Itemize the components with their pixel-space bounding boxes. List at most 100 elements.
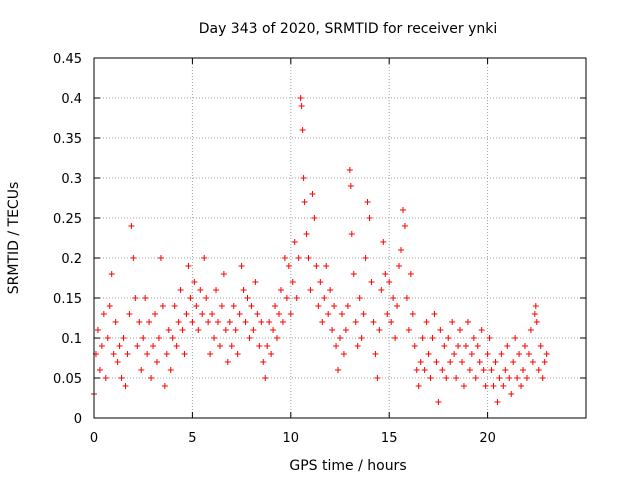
x-tick-label: 20	[479, 431, 496, 446]
data-points	[91, 95, 550, 405]
data-point	[512, 335, 519, 341]
data-point	[116, 343, 123, 349]
data-point	[248, 303, 255, 309]
data-point	[264, 343, 271, 349]
data-point	[189, 319, 196, 325]
data-point	[518, 383, 525, 389]
data-point	[457, 327, 464, 333]
data-point	[295, 255, 302, 261]
data-point	[502, 367, 509, 373]
data-point	[171, 303, 178, 309]
data-point	[399, 207, 406, 213]
data-point	[445, 335, 452, 341]
data-point	[298, 103, 305, 109]
data-point	[321, 295, 328, 301]
data-point	[256, 343, 263, 349]
data-point	[214, 319, 221, 325]
data-point	[307, 287, 314, 293]
data-point	[120, 335, 127, 341]
data-point	[250, 327, 257, 333]
data-point	[531, 311, 538, 317]
data-point	[187, 295, 194, 301]
data-point	[242, 319, 249, 325]
y-tick-label: 0.2	[61, 252, 82, 267]
data-point	[258, 319, 265, 325]
data-point	[118, 375, 125, 381]
data-point	[484, 351, 491, 357]
data-point	[541, 359, 548, 365]
data-point	[437, 327, 444, 333]
data-point	[529, 359, 536, 365]
data-point	[309, 191, 316, 197]
data-point	[323, 263, 330, 269]
data-point	[274, 335, 281, 341]
data-point	[405, 327, 412, 333]
data-point	[293, 295, 300, 301]
data-point	[537, 343, 544, 349]
data-point	[337, 335, 343, 341]
data-point	[494, 399, 501, 405]
data-point	[100, 311, 107, 317]
data-point	[462, 343, 469, 349]
x-tick-label: 15	[381, 431, 398, 446]
data-point	[376, 327, 383, 333]
data-point	[167, 367, 174, 373]
data-point	[362, 255, 369, 261]
data-point	[138, 367, 145, 373]
data-point	[106, 303, 113, 309]
data-point	[480, 367, 487, 373]
data-point	[374, 375, 381, 381]
data-point	[415, 383, 422, 389]
data-point	[514, 375, 521, 381]
data-point	[455, 343, 462, 349]
data-point	[327, 287, 334, 293]
x-tick-label: 10	[283, 431, 300, 446]
data-point	[521, 343, 528, 349]
data-point	[390, 295, 397, 301]
data-point	[216, 343, 223, 349]
data-point	[398, 247, 405, 253]
x-tick-label: 5	[188, 431, 196, 446]
data-point	[492, 359, 499, 365]
data-point	[447, 359, 454, 365]
data-point	[525, 351, 532, 357]
data-point	[236, 311, 243, 317]
data-point	[459, 359, 466, 365]
data-point	[205, 319, 212, 325]
data-point	[150, 343, 157, 349]
data-point	[338, 311, 345, 317]
data-point	[413, 367, 420, 373]
data-point	[500, 383, 507, 389]
y-tick-label: 0.45	[53, 52, 82, 67]
data-point	[403, 295, 410, 301]
data-point	[443, 375, 450, 381]
data-point	[392, 335, 399, 341]
data-point	[435, 399, 442, 405]
data-point	[425, 351, 432, 357]
data-point	[104, 335, 111, 341]
data-point	[335, 367, 342, 373]
data-point	[474, 343, 481, 349]
data-point	[230, 303, 237, 309]
data-point	[207, 351, 214, 357]
data-point	[270, 327, 277, 333]
data-point	[488, 367, 495, 373]
data-point	[110, 351, 117, 357]
data-point	[356, 295, 363, 301]
data-point	[470, 335, 477, 341]
data-point	[527, 327, 534, 333]
data-point	[439, 367, 446, 373]
data-point	[157, 255, 164, 261]
data-point	[108, 271, 115, 277]
data-point	[193, 303, 200, 309]
data-point	[313, 263, 320, 269]
data-point	[228, 343, 235, 349]
data-point	[451, 351, 458, 357]
data-point	[163, 351, 170, 357]
data-point	[262, 375, 269, 381]
data-point	[177, 287, 184, 293]
data-point	[199, 311, 206, 317]
data-point	[468, 351, 475, 357]
data-point	[394, 303, 401, 309]
data-point	[486, 335, 493, 341]
